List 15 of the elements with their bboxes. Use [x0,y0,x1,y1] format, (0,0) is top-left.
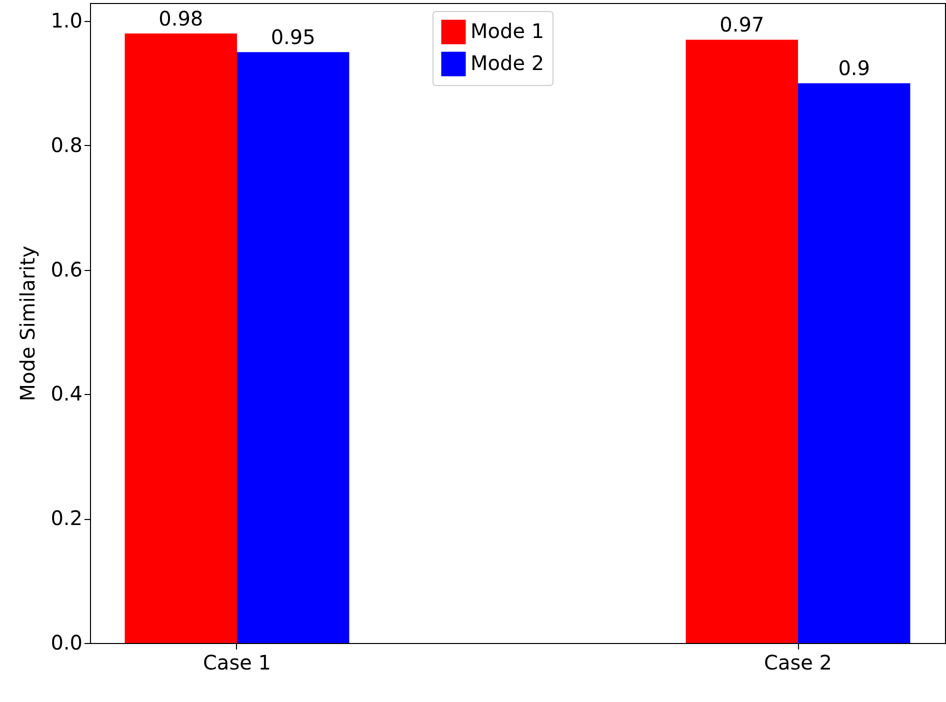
y-tick-label: 0.6 [50,257,82,282]
legend-label: Mode 1 [470,19,544,43]
y-tick-label: 1.0 [50,8,82,33]
y-tick-label: 0.8 [50,132,82,157]
y-tick-label: 0.2 [50,506,82,530]
legend-label: Mode 2 [470,51,544,75]
data-label: 0.97 [720,12,764,37]
x-tick-label: Case 2 [764,650,832,674]
data-label: 0.98 [158,6,204,30]
y-tick-label: 0.4 [50,382,82,406]
y-axis-title: Mode Similarity [16,246,40,402]
data-label: 0.9 [838,56,870,80]
x-tick-label: Case 1 [202,650,272,674]
y-tick-label: 0.0 [50,630,82,654]
data-label: 0.95 [270,25,316,50]
